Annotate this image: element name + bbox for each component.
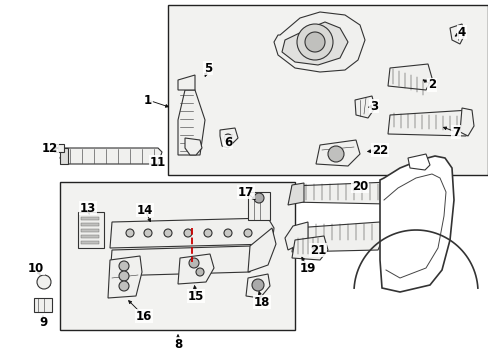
Circle shape: [196, 268, 203, 276]
Polygon shape: [178, 75, 195, 90]
Bar: [81, 229, 99, 232]
Circle shape: [37, 275, 51, 289]
Polygon shape: [315, 140, 359, 166]
Bar: [34, 298, 52, 312]
Text: 15: 15: [187, 289, 204, 302]
Text: 9: 9: [39, 315, 47, 328]
Text: 4: 4: [457, 26, 465, 39]
Circle shape: [305, 32, 325, 52]
Polygon shape: [291, 222, 383, 252]
Polygon shape: [220, 128, 238, 148]
Circle shape: [253, 193, 264, 203]
Polygon shape: [54, 144, 64, 152]
Bar: [168, 5, 487, 175]
Text: 13: 13: [80, 202, 96, 215]
Circle shape: [189, 258, 199, 268]
Circle shape: [163, 229, 172, 237]
Bar: [247, 192, 269, 220]
Circle shape: [244, 229, 251, 237]
Polygon shape: [289, 182, 393, 204]
Text: 21: 21: [309, 243, 325, 256]
Text: 17: 17: [237, 185, 254, 198]
Polygon shape: [110, 246, 256, 276]
Polygon shape: [247, 228, 275, 272]
Text: 19: 19: [299, 261, 316, 274]
Polygon shape: [245, 274, 269, 298]
Circle shape: [143, 229, 152, 237]
Polygon shape: [354, 96, 374, 118]
Polygon shape: [387, 64, 431, 90]
Text: 11: 11: [149, 156, 166, 168]
Circle shape: [183, 229, 192, 237]
Polygon shape: [287, 183, 304, 205]
Circle shape: [119, 281, 129, 291]
Circle shape: [296, 24, 332, 60]
Bar: [81, 223, 99, 226]
Text: 10: 10: [28, 261, 44, 274]
Polygon shape: [184, 138, 202, 155]
Circle shape: [126, 229, 134, 237]
Circle shape: [327, 146, 343, 162]
Circle shape: [251, 279, 264, 291]
Circle shape: [119, 261, 129, 271]
Text: 22: 22: [371, 144, 387, 157]
Text: 20: 20: [351, 180, 367, 193]
Polygon shape: [273, 12, 364, 72]
Polygon shape: [60, 148, 162, 164]
Text: 7: 7: [451, 126, 459, 139]
Circle shape: [224, 134, 231, 142]
Polygon shape: [178, 254, 214, 284]
Polygon shape: [459, 108, 473, 136]
Text: 1: 1: [143, 94, 152, 107]
Circle shape: [119, 271, 129, 281]
Text: 8: 8: [174, 338, 182, 351]
Polygon shape: [110, 218, 273, 248]
Bar: [60, 182, 294, 330]
Text: 5: 5: [203, 62, 212, 75]
Text: 6: 6: [224, 135, 232, 148]
Polygon shape: [291, 236, 327, 260]
Circle shape: [203, 229, 212, 237]
Text: 16: 16: [136, 310, 152, 323]
Bar: [81, 217, 99, 220]
Bar: [81, 235, 99, 238]
Text: 3: 3: [369, 99, 377, 112]
Bar: [81, 241, 99, 244]
Polygon shape: [449, 24, 464, 44]
Polygon shape: [407, 154, 429, 170]
Polygon shape: [285, 222, 307, 250]
Polygon shape: [178, 90, 204, 155]
Circle shape: [224, 229, 231, 237]
Text: 18: 18: [253, 296, 270, 309]
Polygon shape: [387, 110, 471, 136]
Text: 12: 12: [42, 141, 58, 154]
Polygon shape: [108, 256, 142, 298]
Polygon shape: [282, 22, 347, 65]
Text: 2: 2: [427, 78, 435, 91]
Text: 14: 14: [137, 203, 153, 216]
Bar: [78, 212, 104, 248]
Polygon shape: [379, 156, 453, 292]
Polygon shape: [60, 148, 68, 164]
